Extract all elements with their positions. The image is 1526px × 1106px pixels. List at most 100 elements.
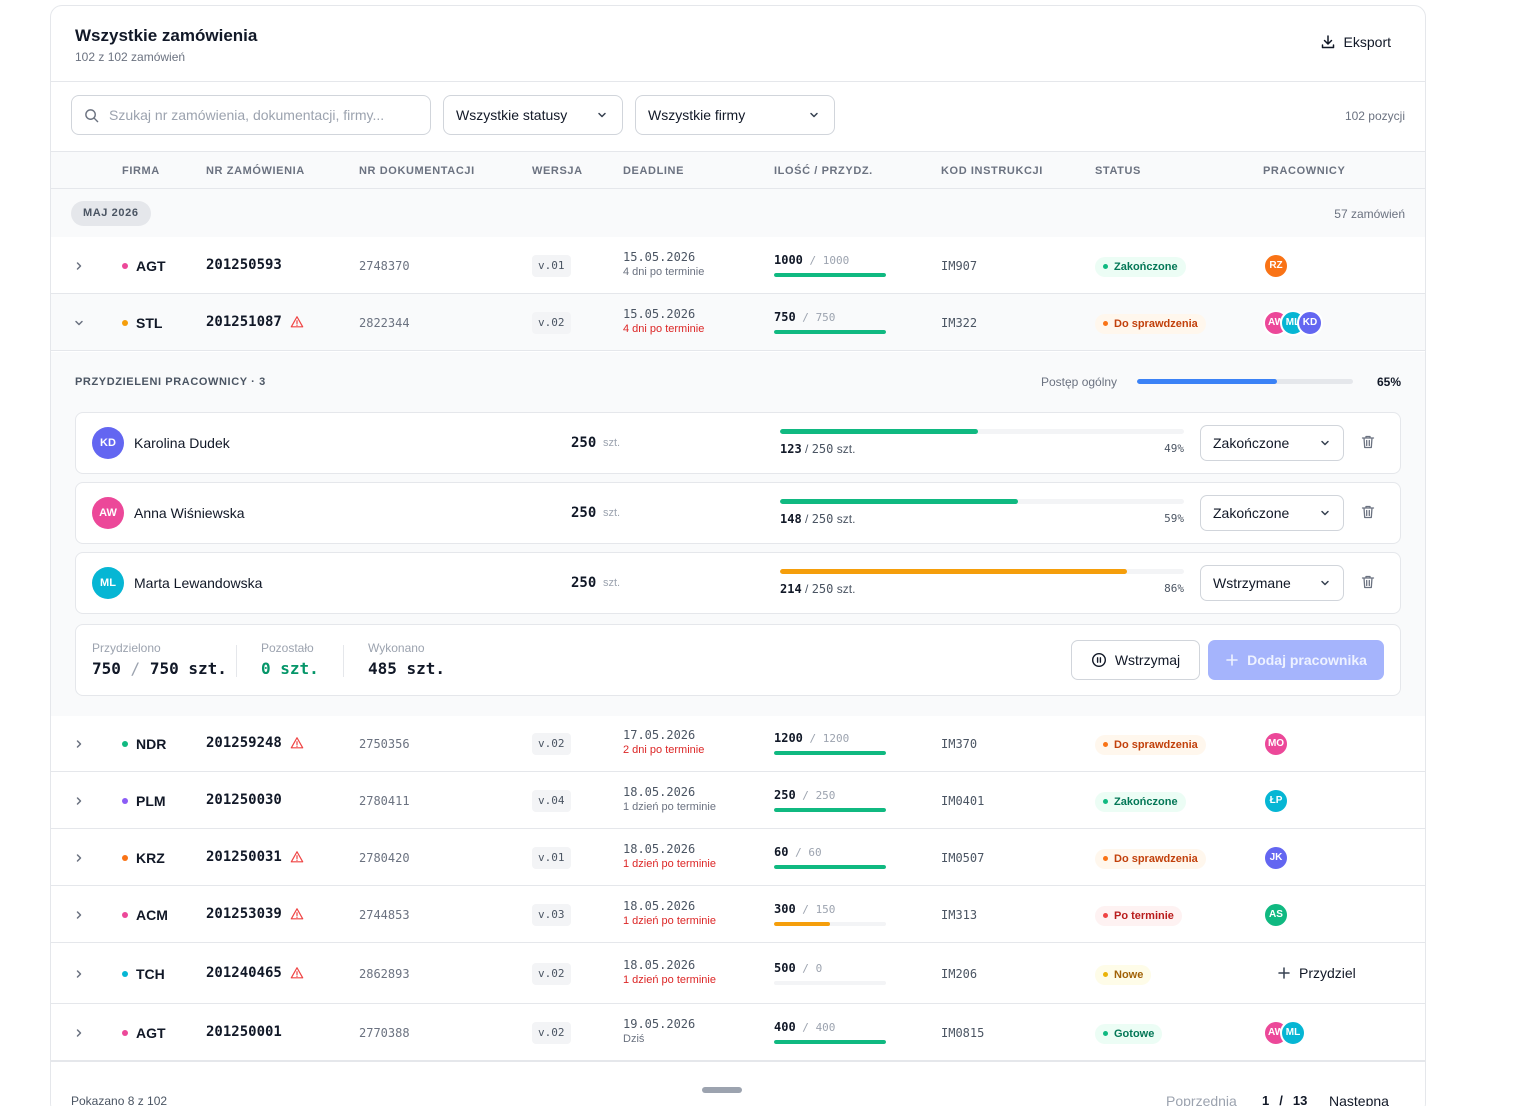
column-header-order-number[interactable]: NR ZAMÓWIENIA <box>206 165 305 177</box>
previous-page-button[interactable]: Poprzednia <box>1166 1093 1237 1106</box>
deadline-note: 2 dni po terminie <box>623 743 705 756</box>
column-header-quantity[interactable]: ILOŚĆ / PRZYDZ. <box>774 165 873 177</box>
expand-row-button[interactable] <box>71 907 87 923</box>
search-field[interactable] <box>71 95 431 135</box>
table-row[interactable]: PLM 201250030 2780411 v.04 18.05.2026 1 … <box>51 772 1425 829</box>
quantity-progress-fill <box>774 329 886 334</box>
collapse-row-button[interactable] <box>71 315 87 331</box>
instruction-code: IM206 <box>941 966 978 981</box>
table-row[interactable]: STL 201251087 2822344 v.02 15.05.2026 4 … <box>51 294 1425 351</box>
worker-progress-fill <box>780 569 1128 574</box>
version-badge: v.03 <box>532 903 571 926</box>
worker-avatars[interactable]: JK <box>1263 844 1289 871</box>
remove-worker-button[interactable] <box>1360 504 1376 523</box>
worker-avatars[interactable]: ŁP <box>1263 787 1289 814</box>
deadline-note: 1 dzień po terminie <box>623 800 716 813</box>
doc-number: 2780411 <box>359 793 410 808</box>
quantity-progress-bar <box>774 329 886 334</box>
worker-avatars[interactable]: RZ <box>1263 252 1289 279</box>
column-header-firma[interactable]: FIRMA <box>122 165 160 177</box>
worker-progress-fill <box>780 429 978 434</box>
chevron-down-icon <box>810 112 818 118</box>
version-badge: v.02 <box>532 311 571 334</box>
order-number: 201251087 <box>206 313 282 330</box>
order-number: 201259248 <box>206 734 282 751</box>
assign-button[interactable]: Przydziel <box>1277 965 1356 981</box>
remove-worker-button[interactable] <box>1360 434 1376 453</box>
worker-quantity-unit: szt. <box>603 507 621 519</box>
column-header-deadline[interactable]: DEADLINE <box>623 165 685 177</box>
quantity-progress-fill <box>774 921 830 926</box>
avatar: ŁP <box>1263 787 1289 814</box>
quantity-values: 250 / 250 <box>774 787 836 802</box>
worker-quantity-unit: szt. <box>603 577 621 589</box>
worker-avatars[interactable]: AS <box>1263 901 1289 928</box>
worker-status-select[interactable]: Wstrzymane <box>1200 565 1344 601</box>
overall-progress-bar <box>1137 379 1353 384</box>
table-row[interactable]: TCH 201240465 2862893 v.02 18.05.2026 1 … <box>51 943 1425 1004</box>
status-badge: Nowe <box>1095 964 1152 985</box>
deadline-note: 1 dzień po terminie <box>623 914 716 927</box>
column-header-doc-number[interactable]: NR DOKUMENTACJI <box>359 165 475 177</box>
table-row[interactable]: ACM 201253039 2744853 v.03 18.05.2026 1 … <box>51 886 1425 943</box>
remaining-label: Pozostało <box>261 641 314 655</box>
order-number-cell: 201250001 <box>206 1024 282 1040</box>
worker-row: AW Anna Wiśniewska 250 szt. 148 / 250 sz… <box>75 482 1401 544</box>
worker-avatars[interactable]: MO <box>1263 730 1289 757</box>
pause-button-label: Wstrzymaj <box>1114 652 1181 668</box>
company-filter-value: Wszystkie firmy <box>648 107 746 123</box>
table-row[interactable]: AGT 201250593 2748370 v.01 15.05.2026 4 … <box>51 237 1425 294</box>
add-worker-button[interactable]: Dodaj pracownika <box>1208 640 1384 680</box>
expand-row-button[interactable] <box>71 850 87 866</box>
version-badge: v.02 <box>532 1021 571 1044</box>
worker-progress-percent: 49% <box>1164 442 1184 455</box>
next-page-button[interactable]: Następna <box>1329 1093 1389 1106</box>
column-header-workers[interactable]: PRACOWNICY <box>1263 165 1346 177</box>
add-worker-label: Dodaj pracownika <box>1247 652 1367 668</box>
table-row[interactable]: AGT 201250001 2770388 v.02 19.05.2026 Dz… <box>51 1004 1425 1061</box>
worker-avatars[interactable]: AW ML <box>1263 1019 1306 1046</box>
resize-handle[interactable] <box>702 1087 742 1093</box>
worker-status-select[interactable]: Zakończone <box>1200 495 1344 531</box>
expand-row-button[interactable] <box>71 736 87 752</box>
expand-row-button[interactable] <box>71 966 87 982</box>
page-subtitle: 102 z 102 zamówień <box>75 50 186 64</box>
status-filter-select[interactable]: Wszystkie statusy <box>443 95 623 135</box>
chevron-down-icon <box>1321 440 1329 446</box>
warning-icon <box>290 315 304 327</box>
column-header-instruction-code[interactable]: KOD INSTRUKCJI <box>941 165 1043 177</box>
worker-status-select[interactable]: Zakończone <box>1200 425 1344 461</box>
expand-row-button[interactable] <box>71 1025 87 1041</box>
company-filter-select[interactable]: Wszystkie firmy <box>635 95 835 135</box>
quantity-cell: 1200 / 1200 <box>774 731 886 755</box>
expand-row-button[interactable] <box>71 793 87 809</box>
order-number: 201250031 <box>206 848 282 865</box>
quantity-values: 400 / 400 <box>774 1019 836 1034</box>
column-header-status[interactable]: STATUS <box>1095 165 1141 177</box>
assigned-value: 750 / 750 szt. <box>92 659 227 678</box>
export-button[interactable]: Eksport <box>1320 34 1391 50</box>
worker-avatars[interactable]: AW ML KD <box>1263 309 1323 336</box>
status-label: Gotowe <box>1114 1027 1155 1040</box>
order-number-cell: 201250593 <box>206 257 282 273</box>
expand-row-button[interactable] <box>71 258 87 274</box>
table-row[interactable]: NDR 201259248 2750356 v.02 17.05.2026 2 … <box>51 715 1425 772</box>
column-header-version[interactable]: WERSJA <box>532 165 583 177</box>
remove-worker-button[interactable] <box>1360 574 1376 593</box>
quantity-progress-bar <box>774 750 886 755</box>
company-cell: STL <box>122 315 162 331</box>
pause-button[interactable]: Wstrzymaj <box>1071 640 1200 680</box>
version-badge: v.01 <box>532 254 571 277</box>
avatar: AS <box>1263 901 1289 928</box>
company-cell: AGT <box>122 1025 166 1041</box>
orders-card: Wszystkie zamówienia 102 z 102 zamówień … <box>50 5 1426 1106</box>
company-cell: NDR <box>122 736 166 752</box>
trash-icon <box>1361 575 1375 589</box>
status-dot <box>1103 742 1108 747</box>
worker-status-value: Wstrzymane <box>1213 575 1291 591</box>
search-input[interactable] <box>109 107 409 123</box>
worker-name: Karolina Dudek <box>134 435 230 451</box>
worker-name: Marta Lewandowska <box>134 575 263 591</box>
table-row[interactable]: KRZ 201250031 2780420 v.01 18.05.2026 1 … <box>51 829 1425 886</box>
quantity-cell: 1000 / 1000 <box>774 253 886 277</box>
